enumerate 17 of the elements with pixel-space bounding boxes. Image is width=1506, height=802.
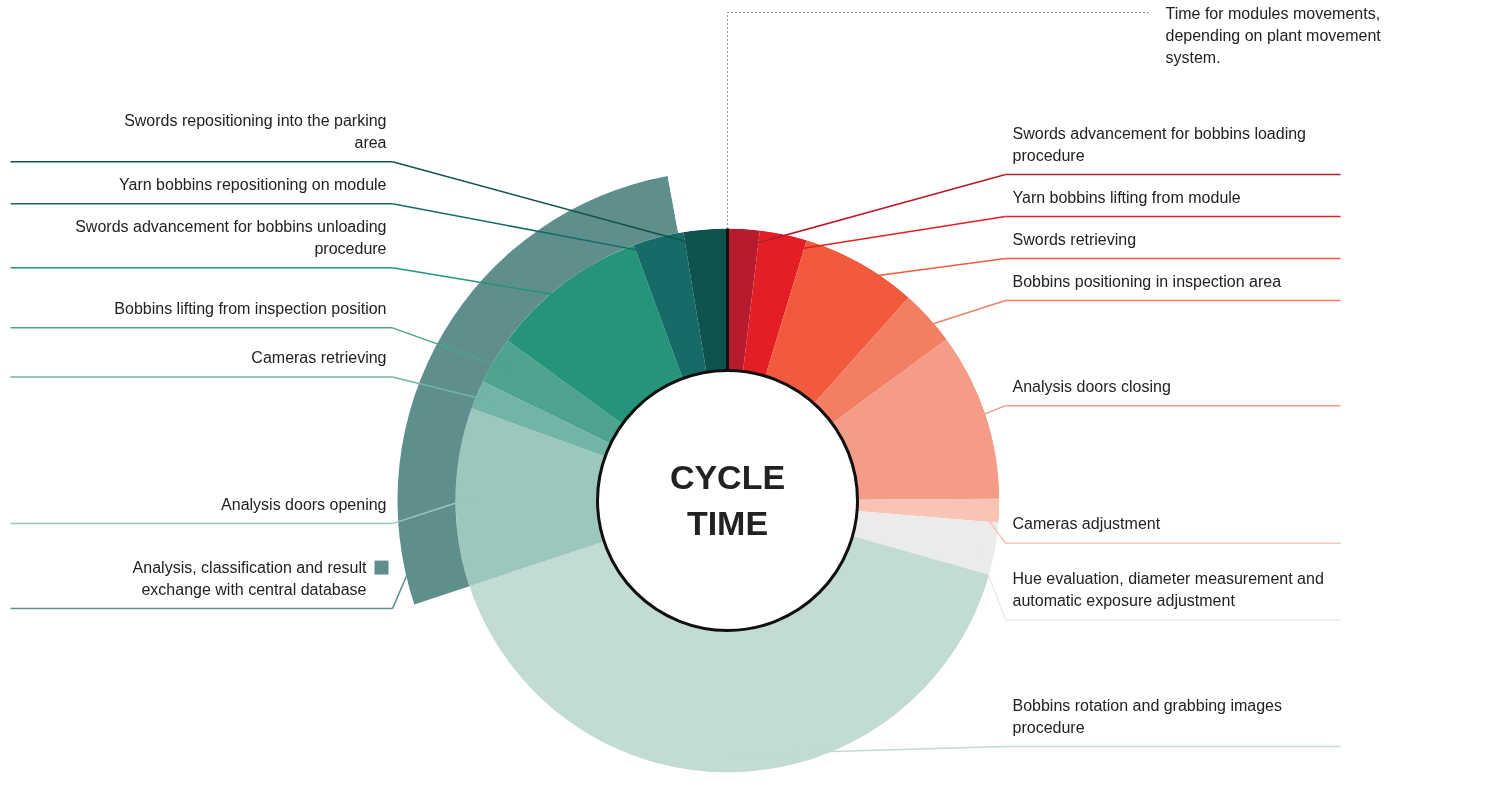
slice-label: Analysis doors opening bbox=[221, 495, 387, 513]
slice-label: Bobbins positioning in inspection area bbox=[1012, 272, 1282, 290]
slice-label: Yarn bobbins repositioning on module bbox=[119, 175, 387, 193]
slice-label: Bobbins rotation and grabbing images procedure bbox=[1012, 696, 1283, 736]
slice-label: Analysis doors closing bbox=[1012, 377, 1171, 395]
legend-label: Analysis, classification and result exchange with central database bbox=[132, 558, 368, 598]
slice-label: Hue evaluation, diameter measurement and automatic exposure adjustment bbox=[1012, 569, 1324, 609]
slice-label: Swords advancement for bobbins unloading procedure bbox=[75, 217, 387, 257]
slice-label: Bobbins lifting from inspection position bbox=[114, 299, 387, 317]
text: CYCLE TIME bbox=[669, 457, 786, 542]
slice-label: Swords advancement for bobbins loading procedure bbox=[1012, 124, 1307, 164]
slice-label: Cameras adjustment bbox=[1012, 515, 1161, 533]
text: Time for modules movements, depending on plant movement system. bbox=[1165, 4, 1382, 66]
slice-label: Cameras retrieving bbox=[251, 348, 387, 366]
slice-label: Swords repositioning into the parking area bbox=[124, 111, 387, 151]
slice-label: Yarn bobbins lifting from module bbox=[1012, 188, 1241, 206]
slice-label: Swords retrieving bbox=[1012, 230, 1137, 248]
